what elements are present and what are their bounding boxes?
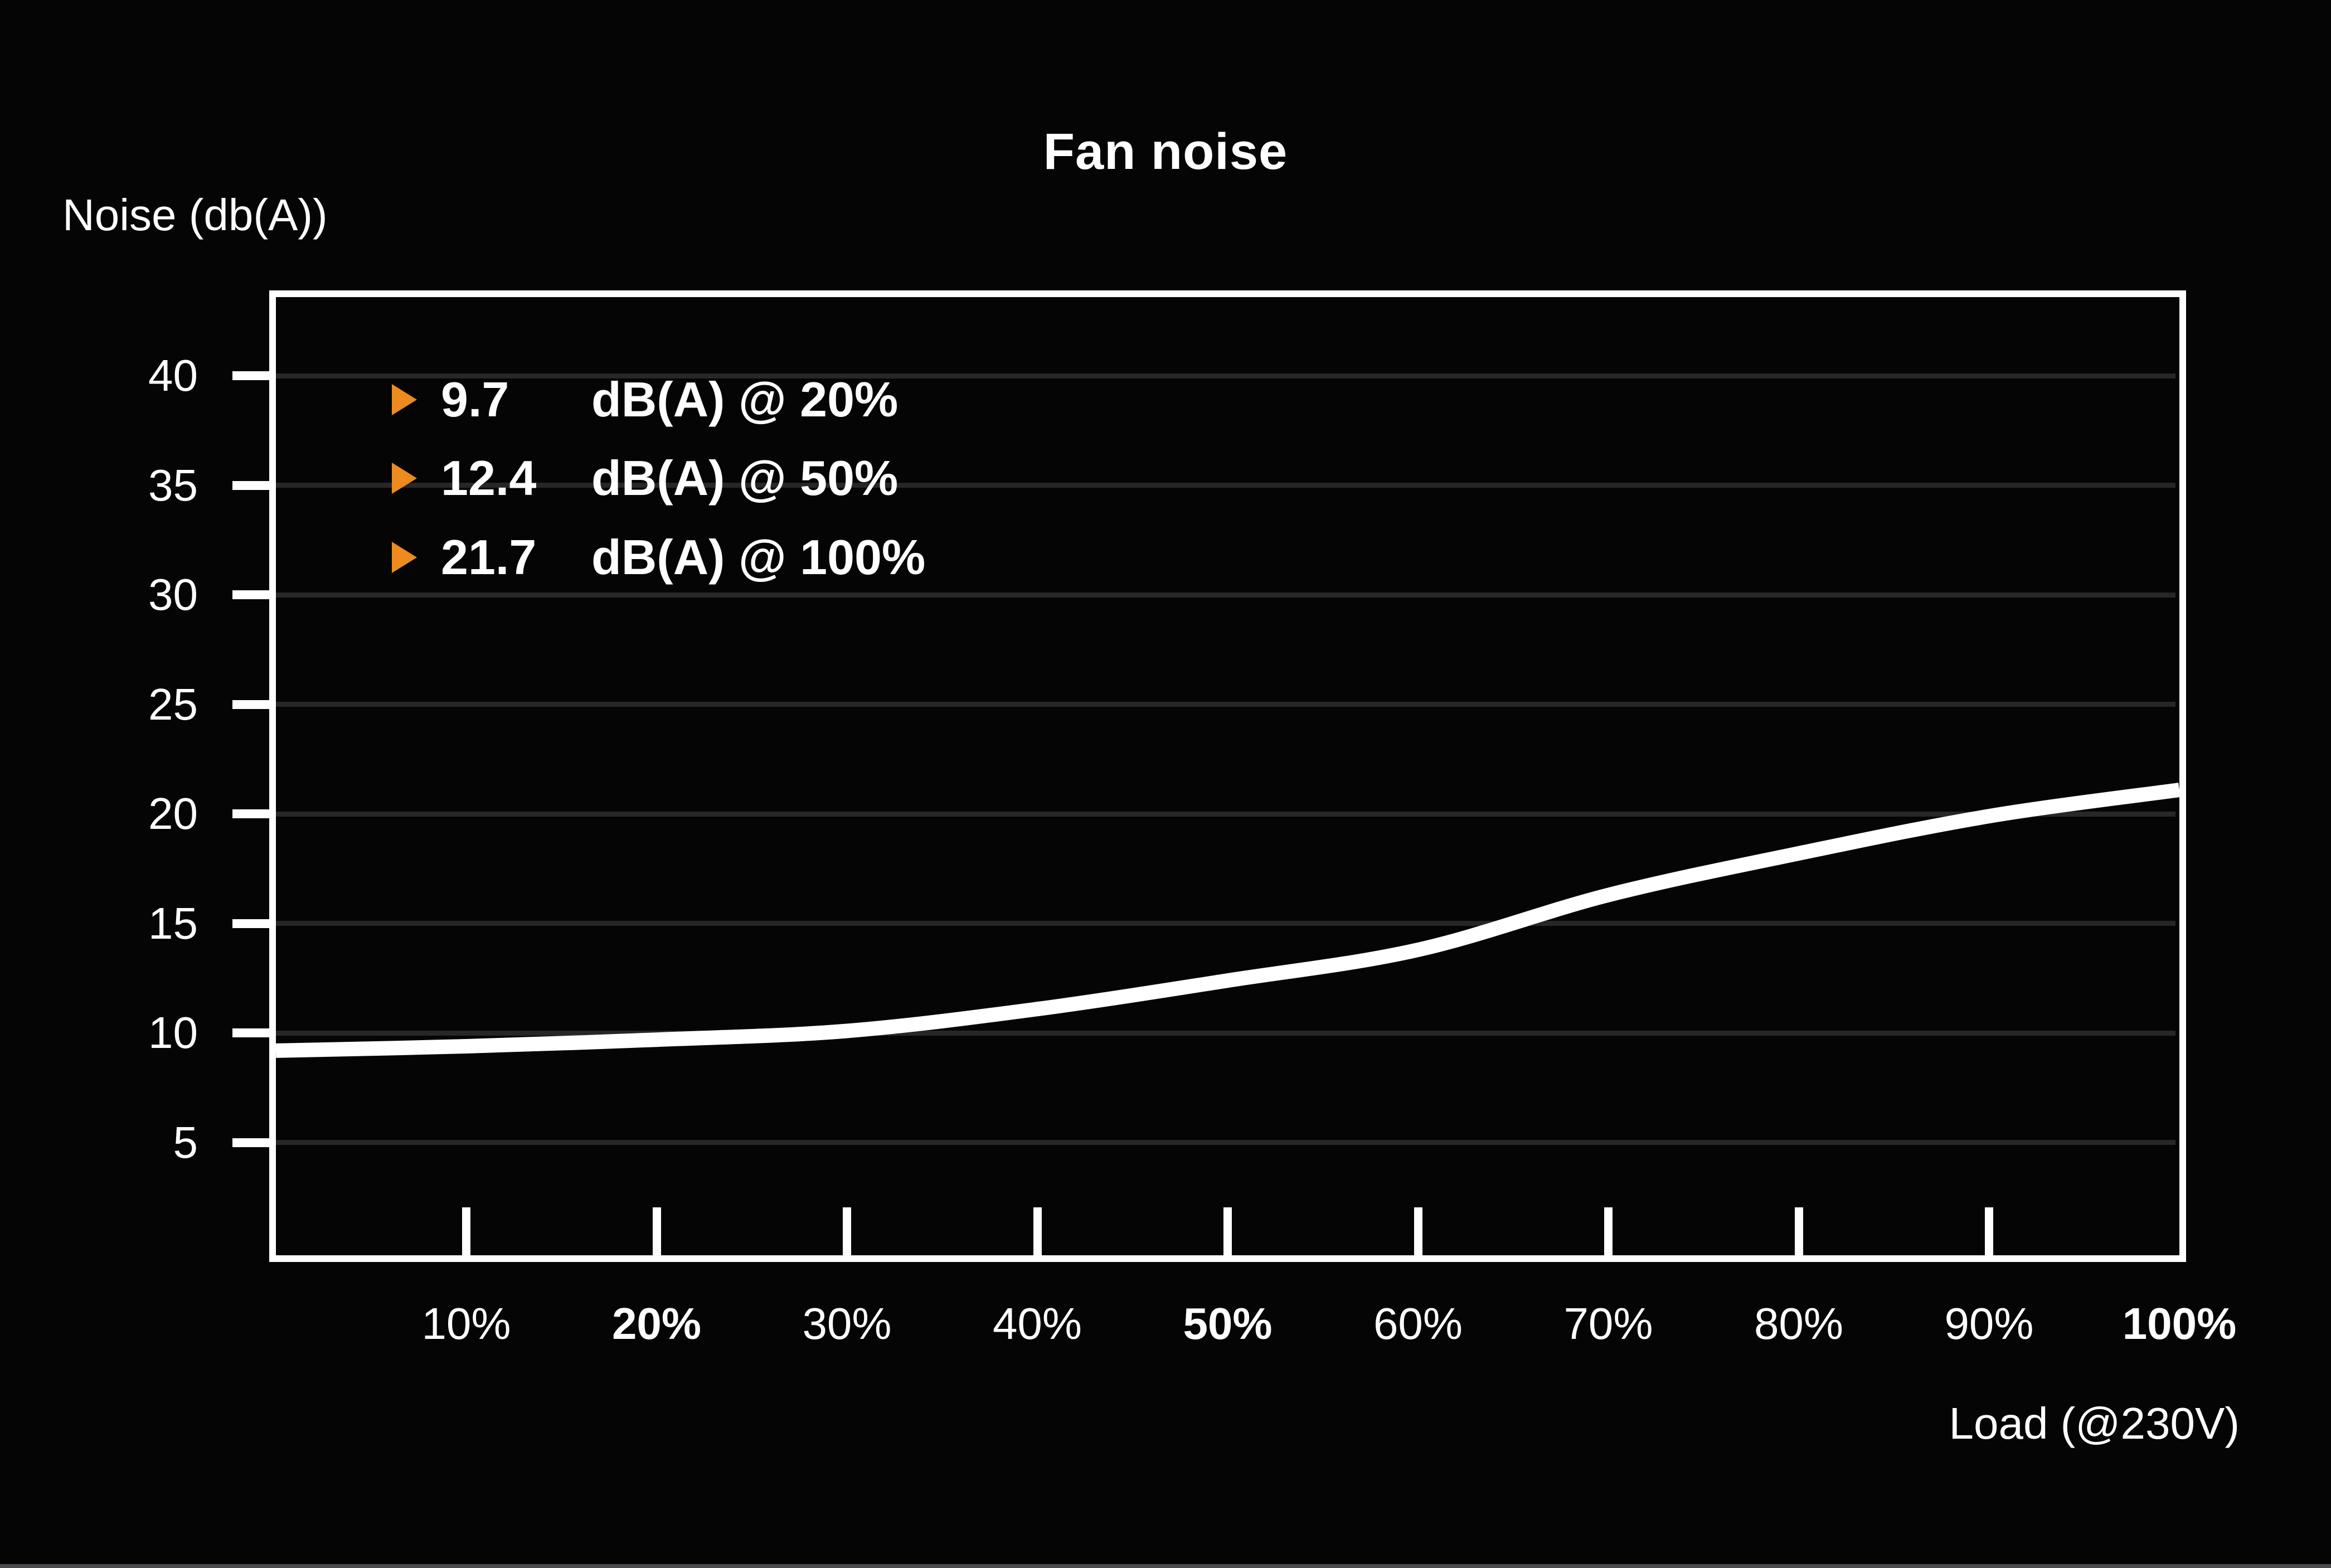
legend-row-2: 12.4 dB(A) @ 50% — [392, 448, 1116, 509]
y-tick-mark-20 — [232, 809, 276, 819]
x-tick-label-40%: 40% — [992, 1299, 1082, 1348]
x-tick-label-70%: 70% — [1563, 1299, 1653, 1348]
x-axis-title: Load (@230V) — [1949, 1399, 2240, 1448]
y-tick-label-30: 30 — [148, 570, 198, 620]
y-tick-label-10: 10 — [148, 1008, 198, 1058]
legend-value: 12.4 — [441, 450, 537, 506]
x-tick-mark-90% — [1985, 1207, 1993, 1255]
x-tick-label-30%: 30% — [802, 1299, 892, 1348]
x-tick-label-90%: 90% — [1944, 1299, 2034, 1348]
legend-label: dB(A) @ 100% — [591, 530, 926, 585]
plot-frame — [269, 290, 2186, 1262]
gridline-40 — [276, 373, 2175, 378]
noise-curve — [275, 783, 2181, 1058]
y-tick-mark-35 — [232, 480, 276, 490]
x-tick-label-80%: 80% — [1754, 1299, 1844, 1348]
gridline-15 — [276, 921, 2175, 926]
y-tick-label-15: 15 — [148, 898, 198, 948]
x-tick-label-100%: 100% — [2122, 1299, 2237, 1348]
y-tick-mark-25 — [232, 700, 276, 709]
y-tick-label-20: 20 — [148, 789, 198, 839]
x-tick-label-10%: 10% — [421, 1299, 511, 1348]
gridline-10 — [276, 1030, 2175, 1036]
y-tick-label-5: 5 — [173, 1117, 198, 1167]
orange-triangle-right-icon — [392, 542, 417, 573]
y-tick-label-25: 25 — [148, 679, 198, 729]
x-tick-label-20%: 20% — [611, 1299, 702, 1348]
gridline-20 — [276, 811, 2175, 817]
x-tick-mark-80% — [1794, 1207, 1803, 1255]
y-tick-label-35: 35 — [148, 460, 198, 510]
y-tick-mark-15 — [232, 919, 276, 928]
orange-triangle-right-icon — [392, 463, 417, 494]
x-tick-mark-70% — [1604, 1207, 1613, 1255]
y-tick-mark-40 — [232, 371, 276, 380]
orange-triangle-right-icon — [392, 384, 417, 415]
y-tick-mark-10 — [232, 1028, 276, 1038]
y-tick-mark-5 — [232, 1138, 276, 1147]
bottom-edge-strip — [0, 1564, 2331, 1568]
legend-label: dB(A) @ 50% — [591, 450, 899, 506]
x-tick-mark-60% — [1414, 1207, 1422, 1255]
x-tick-mark-20% — [652, 1207, 661, 1255]
y-axis-title: Noise (db(A)) — [62, 190, 328, 240]
y-tick-mark-30 — [232, 590, 276, 600]
legend-row-3: 21.7 dB(A) @ 100% — [392, 527, 1116, 588]
x-tick-mark-40% — [1033, 1207, 1042, 1255]
chart-title: Fan noise — [1043, 123, 1288, 180]
gridline-30 — [276, 592, 2175, 598]
x-tick-mark-10% — [462, 1207, 470, 1255]
legend-value: 9.7 — [441, 372, 509, 427]
x-tick-mark-30% — [843, 1207, 851, 1255]
legend-value: 21.7 — [441, 530, 537, 585]
noise-curve-layer — [275, 783, 2181, 1058]
x-tick-label-60%: 60% — [1373, 1299, 1463, 1348]
legend-label: dB(A) @ 20% — [591, 372, 899, 427]
legend-row-1: 9.7 dB(A) @ 20% — [392, 369, 1116, 430]
x-tick-label-50%: 50% — [1183, 1299, 1273, 1348]
gridline-35 — [276, 483, 2175, 488]
y-tick-label-40: 40 — [148, 351, 198, 400]
gridline-5 — [276, 1140, 2175, 1145]
x-tick-mark-50% — [1223, 1207, 1232, 1255]
gridline-25 — [276, 702, 2175, 707]
